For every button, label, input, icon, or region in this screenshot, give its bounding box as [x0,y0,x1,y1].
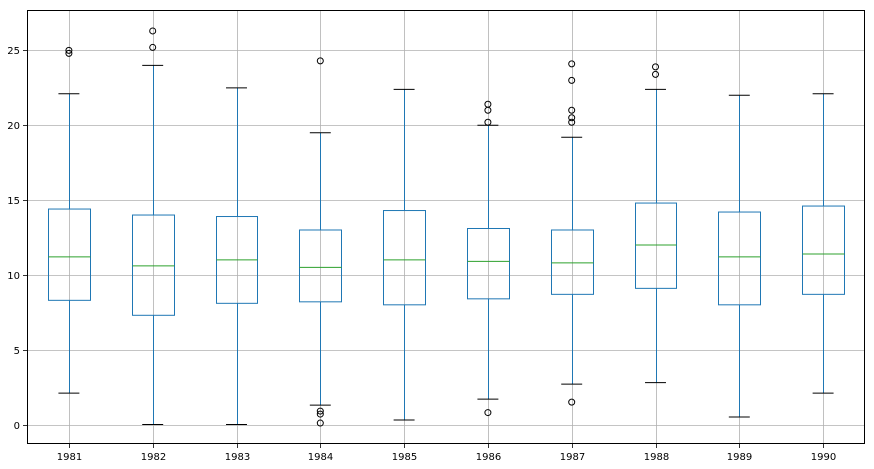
outlier-point [568,118,576,126]
x-tick-label: 1982 [141,452,166,463]
outlier-point [316,410,324,418]
iqr-box [635,202,677,289]
outlier-point [316,419,324,427]
outlier-point [568,60,576,68]
x-tick-label: 1981 [57,452,82,463]
y-tick-label: 10 [7,271,20,282]
box-1988 [635,63,677,384]
plot-area-frame [27,10,865,444]
iqr-box [48,208,91,301]
box-1987 [551,60,594,406]
x-tick-label: 1990 [811,452,836,463]
x-tick-label: 1988 [644,452,669,463]
x-tick-label: 1987 [560,452,585,463]
box-layer [48,27,845,427]
outlier-point [484,106,492,114]
outlier-point [484,100,492,108]
iqr-box [299,229,342,303]
box-1990 [802,93,845,394]
iqr-box [467,227,510,300]
outlier-point [652,70,659,78]
x-tick-label: 1989 [727,452,752,463]
outlier-point [568,76,576,84]
outlier-point [652,63,659,71]
outlier-point [316,407,324,415]
outlier-point [316,57,324,65]
iqr-box [383,210,426,306]
box-1986 [467,100,510,417]
axis-layer: 0 5 10 15 20 25 1981 1982 1983 1984 1985 1986 1987 19… [7,46,836,463]
y-tick-label: 5 [14,346,20,357]
outlier-point [568,106,576,114]
box-1983 [216,87,258,426]
box-1981 [48,46,91,394]
x-tick-label: 1986 [476,452,501,463]
x-tick-label: 1984 [308,452,333,463]
y-tick-label: 15 [7,196,20,207]
outlier-point [484,409,492,417]
iqr-box [551,229,594,295]
box-1984 [299,57,342,427]
outlier-point [568,398,576,406]
y-tick-label: 20 [7,121,20,132]
box-1985 [383,88,426,421]
iqr-box [132,214,175,316]
box-1989 [718,94,761,418]
y-tick-label: 0 [14,421,20,432]
outlier-point [568,114,576,122]
outlier-point [65,49,73,57]
outlier-point [149,43,157,51]
iqr-box [718,211,761,306]
outlier-point [484,118,492,126]
outlier-point [65,46,73,54]
x-tick-label: 1985 [392,452,417,463]
outlier-point [149,27,157,35]
box-1982 [132,27,175,426]
x-tick-label: 1983 [225,452,250,463]
iqr-box [802,205,845,295]
y-tick-label: 25 [7,46,20,57]
